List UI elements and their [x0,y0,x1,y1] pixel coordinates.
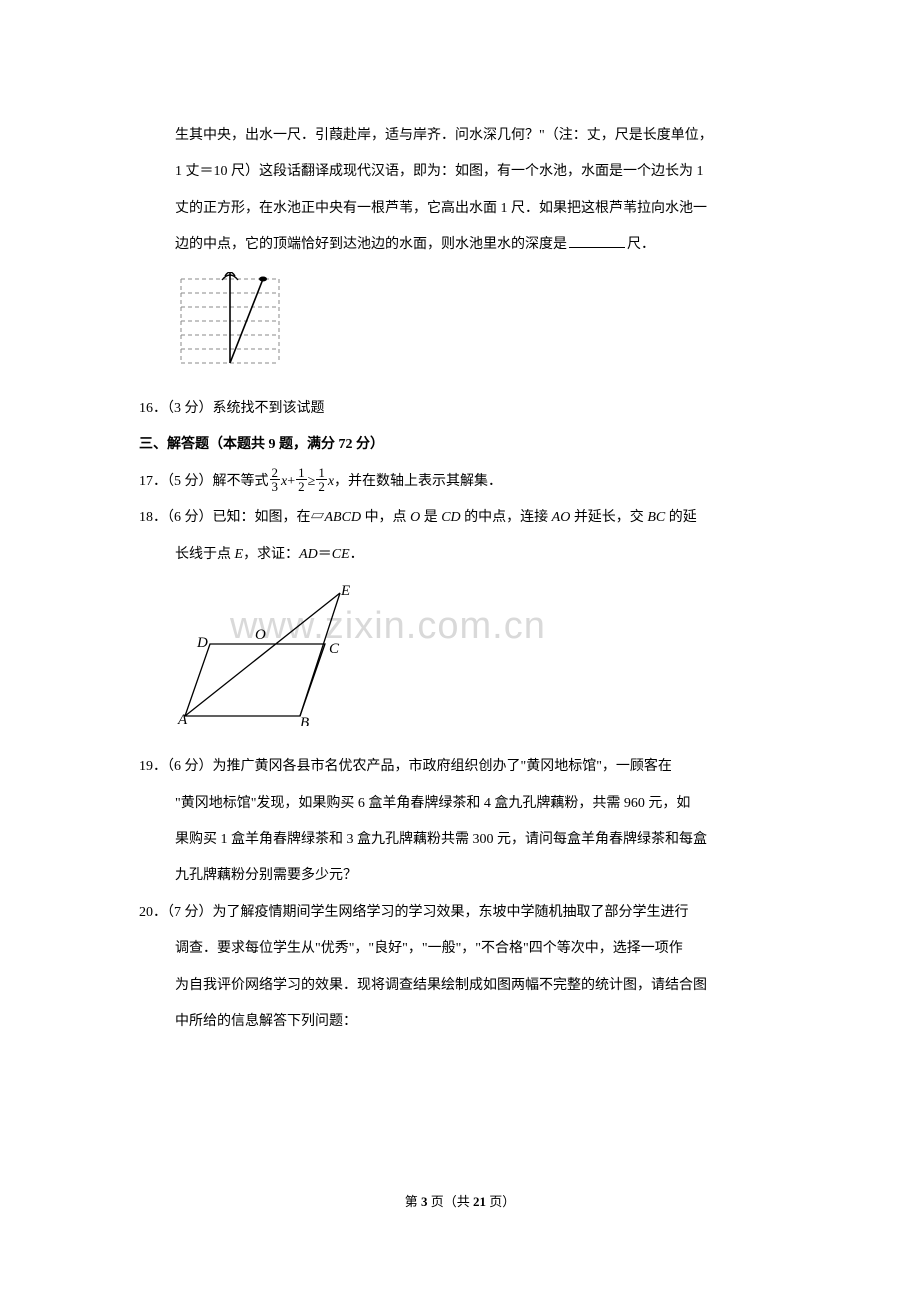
q20-line1: 20．（7 分）为了解疫情期间学生网络学习的学习效果，东坡中学随机抽取了部分学生… [139,895,781,931]
q18-t2: 中，点 [361,510,410,525]
q18-t8: ，求证： [243,547,299,562]
q18-AD: AD [299,547,318,562]
q18-t4: 的中点，连接 [461,510,552,525]
q18-ABCD: ABCD [325,510,362,525]
q17: 17．（5 分）解不等式 23 x + 12 ≥ 12 x ，并在数轴上表示其解… [139,464,781,500]
frac-2-3: 23 [270,466,281,493]
q15-line1: 生其中央，出水一尺．引葭赴岸，适与岸齐．问水深几何？"（注：丈，尺是长度单位， [139,118,781,154]
label-B: B [300,715,309,726]
q18-CD: CD [441,510,460,525]
footer-total: 21 [473,1194,486,1209]
q18-diagram: A B C D E O [175,581,781,741]
q15-line4-b: 尺． [627,237,655,252]
footer-suffix: 页） [486,1194,515,1209]
footer-prefix: 第 [405,1194,421,1209]
q18-AO: AO [552,510,571,525]
q18-t1: 18．（6 分）已知：如图，在▱ [139,510,325,525]
frac-num: 1 [316,466,327,480]
q15-line3: 丈的正方形，在水池正中央有一根芦苇，它高出水面 1 尺．如果把这根芦苇拉向水池一 [139,191,781,227]
q18-t5: 并延长，交 [570,510,647,525]
q19-line2: "黄冈地标馆"发现，如果购买 6 盒羊角春牌绿茶和 4 盒九孔牌藕粉，共需 96… [139,786,781,822]
q19-line4: 九孔牌藕粉分别需要多少元？ [139,858,781,894]
q19-line1: 19．（6 分）为推广黄冈各县市名优农产品，市政府组织创办了"黄冈地标馆"，一顾… [139,749,781,785]
frac-1-2b: 12 [316,466,327,493]
label-E: E [340,583,350,599]
page-content: 生其中央，出水一尺．引葭赴岸，适与岸齐．问水深几何？"（注：丈，尺是长度单位， … [0,0,920,1040]
q15-line4-a: 边的中点，它的顶端恰好到达池边的水面，则水池里水的深度是 [175,237,567,252]
q17-suffix: ，并在数轴上表示其解集． [334,464,502,500]
q20-line4: 中所给的信息解答下列问题： [139,1004,781,1040]
q18-O: O [410,510,420,525]
page-footer: 第 3 页（共 21 页） [0,1191,920,1210]
q18-CE: CE [332,547,350,562]
frac-1-2a: 12 [296,466,307,493]
label-A: A [177,712,188,726]
q17-plus: + [287,464,295,500]
frac-num: 2 [270,466,281,480]
blank-underline [569,234,625,248]
q18-t3: 是 [420,510,441,525]
q19-line3: 果购买 1 盒羊角春牌绿茶和 3 盒九孔牌藕粉共需 300 元，请问每盒羊角春牌… [139,822,781,858]
label-O: O [255,627,266,643]
q20-line3: 为自我评价网络学习的效果．现将调查结果绘制成如图两幅不完整的统计图，请结合图 [139,968,781,1004]
q20-line2: 调查．要求每位学生从"优秀"，"良好"，"一般"，"不合格"四个等次中，选择一项… [139,931,781,967]
q16: 16．（3 分）系统找不到该试题 [139,391,781,427]
q15-line2: 1 丈＝10 尺）这段话翻译成现代汉语，即为：如图，有一个水池，水面是一个边长为… [139,154,781,190]
footer-mid: 页（共 [427,1194,473,1209]
label-C: C [329,641,340,657]
q18-BC: BC [647,510,665,525]
q18-t7: 长线于点 [175,547,235,562]
q15-line4: 边的中点，它的顶端恰好到达池边的水面，则水池里水的深度是 尺． [139,227,781,263]
q18-E: E [235,547,244,562]
q18-line1: 18．（6 分）已知：如图，在▱ABCD 中，点 O 是 CD 的中点，连接 A… [139,500,781,536]
q17-geq: ≥ [308,464,316,500]
frac-den: 3 [270,480,281,493]
label-D: D [196,635,208,651]
q18-line2: 长线于点 E，求证：AD＝CE． [139,537,781,573]
frac-num: 1 [296,466,307,480]
q17-prefix: 17．（5 分）解不等式 [139,464,269,500]
frac-den: 2 [296,480,307,493]
section3-title: 三、解答题（本题共 9 题，满分 72 分） [139,427,781,463]
q18-t9: ＝ [318,547,332,562]
q18-t6: 的延 [665,510,697,525]
q18-t10: ． [350,547,364,562]
frac-den: 2 [316,480,327,493]
q15-diagram [175,272,781,383]
